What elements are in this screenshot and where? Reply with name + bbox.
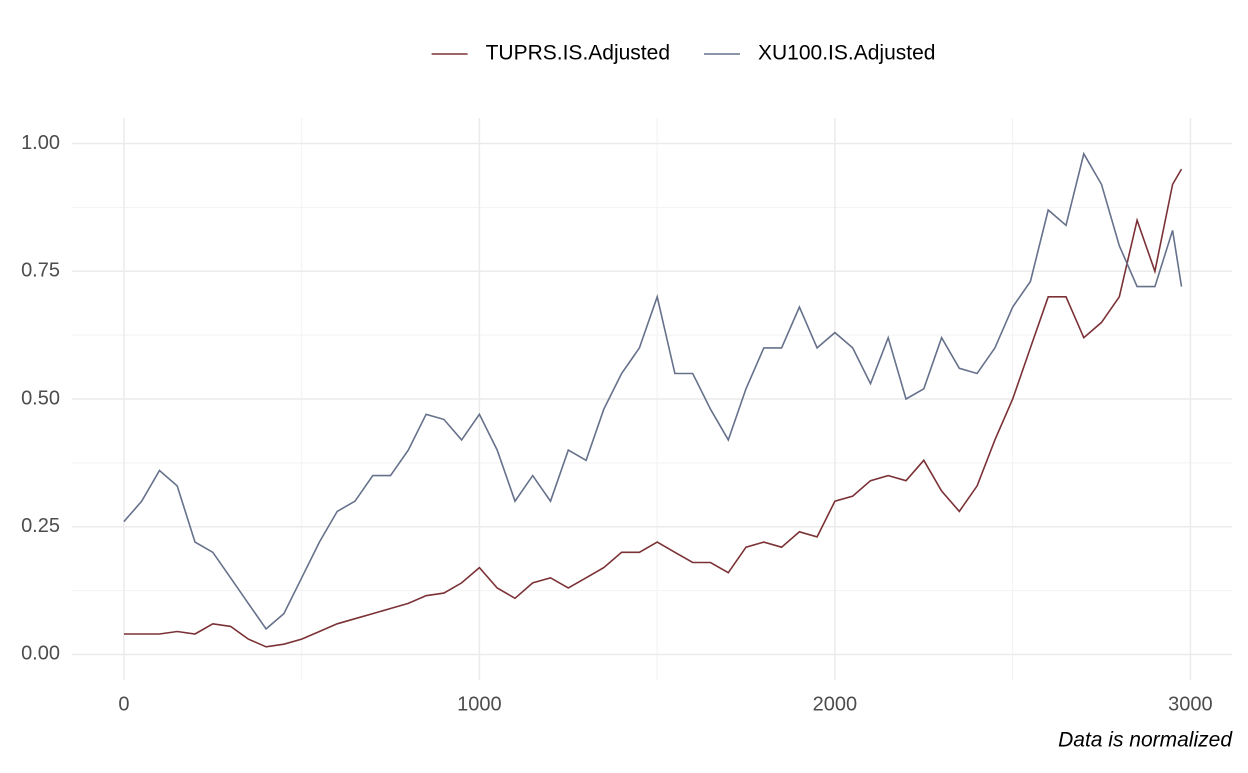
series-line [123,168,1183,648]
legend-label: XU100.IS.Adjusted [758,42,935,65]
y-tick-label: 0.75 [21,260,60,282]
x-tick-label: 1000 [457,693,502,715]
x-tick-label: 3000 [1168,693,1213,715]
y-tick-label: 1.00 [21,132,60,154]
series-line [123,151,1183,631]
caption: Data is normalized [1058,729,1233,752]
x-tick-label: 2000 [813,693,858,715]
y-tick-label: 0.00 [21,643,60,665]
y-tick-label: 0.25 [21,515,60,537]
x-tick-label: 0 [118,693,129,715]
legend-label: TUPRS.IS.Adjusted [486,42,670,65]
y-tick-label: 0.50 [21,387,60,409]
